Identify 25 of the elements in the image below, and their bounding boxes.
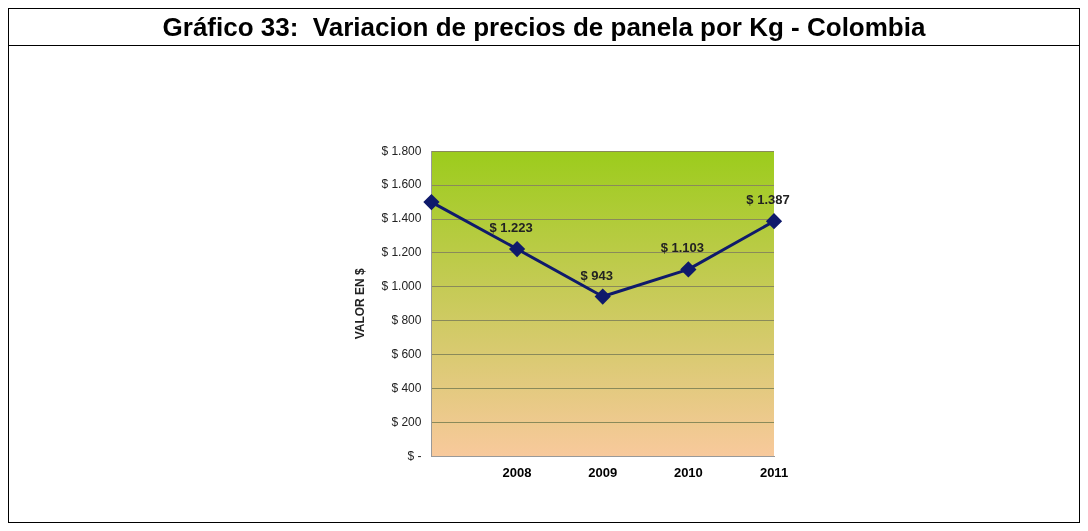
text: $ 1.103 bbox=[660, 240, 705, 256]
y-tick-label: $ 1.200 bbox=[381, 245, 422, 260]
point bbox=[423, 194, 439, 210]
y-tick-label: $ 1.800 bbox=[381, 143, 422, 158]
point bbox=[766, 213, 782, 229]
text: $ 943 bbox=[580, 267, 613, 283]
y-tick-label: $ 400 bbox=[391, 380, 422, 395]
y-tick-label: $ 1.600 bbox=[381, 177, 422, 192]
y-tick-label: $ 200 bbox=[391, 414, 422, 429]
y-tick-label: $ 1.000 bbox=[381, 279, 422, 294]
y-tick-label: $ 1.400 bbox=[381, 211, 422, 226]
y-tick-label: $ 800 bbox=[391, 313, 422, 328]
text: $ 1.387 bbox=[746, 192, 790, 208]
x-tick-label: 2011 bbox=[759, 464, 789, 480]
x-tick-label: 2008 bbox=[502, 464, 532, 480]
y-tick-label: $ - bbox=[407, 448, 422, 463]
y-axis-title: VALOR EN $ bbox=[352, 267, 367, 340]
chart-title: Gráfico 33: Variacion de precios de panela por Kg - Colombia bbox=[9, 9, 1079, 46]
y-tick-label: $ 600 bbox=[391, 346, 422, 361]
point bbox=[595, 289, 611, 305]
text: $ 1.223 bbox=[489, 220, 533, 236]
point bbox=[680, 261, 696, 277]
x-tick-label: 2009 bbox=[588, 464, 618, 480]
x-tick-label: 2010 bbox=[673, 464, 703, 480]
point bbox=[509, 241, 525, 257]
